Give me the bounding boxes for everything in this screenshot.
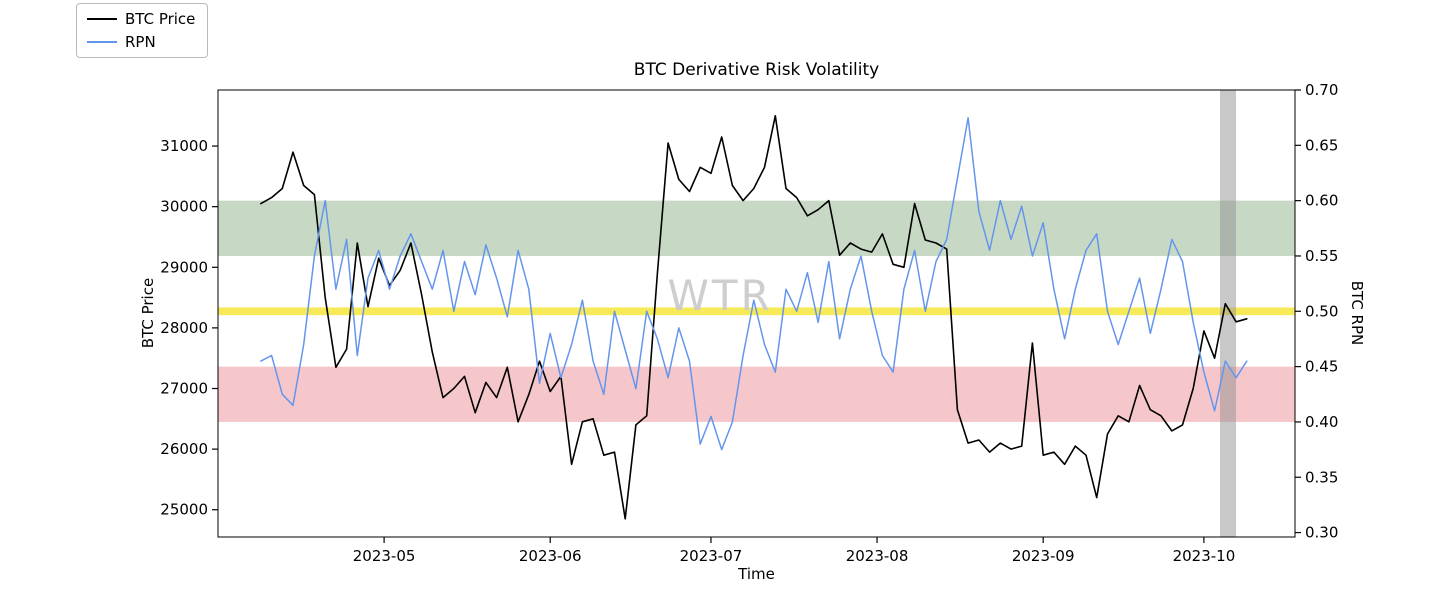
y-right-tick-label: 0.65 [1305, 136, 1338, 154]
series-line-rpn [260, 116, 1248, 451]
y-right-tick-label: 0.40 [1305, 413, 1338, 431]
y-right-tick-label: 0.70 [1305, 81, 1338, 99]
y-right-tick-label: 0.60 [1305, 192, 1338, 210]
legend-item: RPN [87, 32, 195, 51]
x-tick-label: 2023-08 [846, 547, 909, 565]
legend: BTC Price RPN [76, 3, 209, 58]
green-band [218, 200, 1295, 256]
series-line-btc-price [260, 115, 1248, 520]
legend-item-label: BTC Price [125, 10, 196, 28]
y-left-tick-label: 31000 [160, 137, 208, 155]
y-left-tick-label: 29000 [160, 258, 208, 276]
y-right-tick-label: 0.35 [1305, 468, 1338, 486]
y-left-tick-label: 25000 [160, 501, 208, 519]
watermark-text: WTR [667, 271, 772, 320]
y-right-tick-label: 0.45 [1305, 358, 1338, 376]
chart-title: BTC Derivative Risk Volatility [633, 60, 880, 80]
legend-line-swatch [87, 18, 117, 21]
y-axis-label-right: BTC RPN [1348, 280, 1366, 346]
y-right-tick-label: 0.30 [1305, 524, 1338, 542]
legend-line-swatch [87, 40, 117, 43]
y-left-tick-label: 26000 [160, 440, 208, 458]
red-band [218, 366, 1295, 422]
x-tick-label: 2023-06 [519, 547, 582, 565]
x-tick-label: 2023-07 [680, 547, 743, 565]
y-right-tick-label: 0.50 [1305, 302, 1338, 320]
x-tick-label: 2023-09 [1012, 547, 1075, 565]
y-right-tick-label: 0.55 [1305, 247, 1338, 265]
legend-item: BTC Price [87, 11, 195, 28]
plot-frame [217, 89, 1296, 538]
y-axis-label-left: BTC Price [139, 277, 157, 349]
y-left-tick-label: 27000 [160, 380, 208, 398]
y-left-tick-label: 28000 [160, 319, 208, 337]
x-tick-label: 2023-05 [353, 547, 416, 565]
legend-item-label: RPN [125, 32, 156, 51]
highlight-vspan [1219, 90, 1237, 537]
y-left-tick-label: 30000 [160, 198, 208, 216]
x-axis-label: Time [738, 565, 775, 583]
x-tick-label: 2023-10 [1173, 547, 1236, 565]
